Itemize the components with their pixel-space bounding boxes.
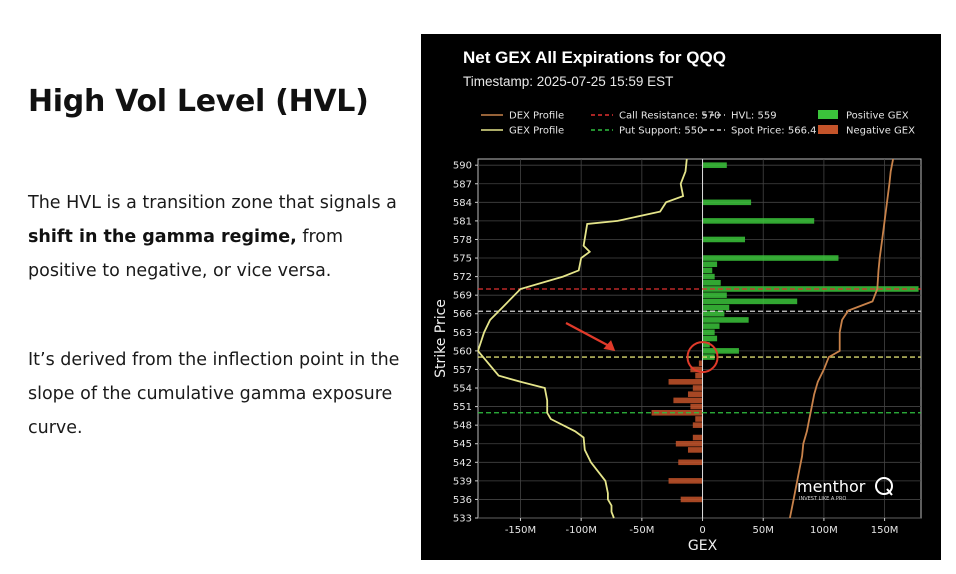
legend-label: Call Resistance: 570 — [619, 111, 720, 122]
y-tick-label: 560 — [453, 346, 472, 357]
y-tick-label: 545 — [453, 439, 472, 450]
annotation-arrowhead-icon — [603, 340, 616, 351]
chart-panel: Net GEX All Expirations for QQQ Timestam… — [421, 34, 941, 560]
y-tick-label: 551 — [453, 402, 472, 413]
annotation-arrow-icon — [565, 322, 612, 348]
legend-label: Put Support: 550 — [619, 126, 703, 137]
y-tick-label: 554 — [453, 384, 472, 395]
x-tick-label: 0 — [699, 525, 705, 536]
y-tick-label: 542 — [453, 458, 472, 469]
y-tick-label: 584 — [453, 198, 472, 209]
bar-negative — [692, 434, 703, 441]
bar-positive — [702, 317, 749, 323]
y-tick-label: 539 — [453, 476, 472, 487]
bar-negative — [692, 385, 703, 391]
bar-positive — [702, 354, 715, 360]
y-tick-label: 566 — [453, 309, 472, 320]
bar-positive — [702, 348, 739, 354]
x-tick-label: -150M — [505, 525, 536, 536]
legend-label: Positive GEX — [846, 111, 909, 122]
bar-negative — [680, 496, 703, 503]
y-tick-label: 575 — [453, 254, 472, 265]
bar-positive — [702, 335, 718, 342]
legend-label: Spot Price: 566.4 — [731, 126, 816, 137]
p1-text-c: from positive to negative, or vice versa… — [28, 227, 344, 281]
legend-label: Negative GEX — [846, 126, 915, 137]
bar-positive — [702, 329, 715, 336]
y-tick-label: 569 — [453, 291, 472, 302]
bar-positive — [702, 261, 718, 268]
hvl-highlight-circle — [686, 341, 719, 374]
legend-label: HVL: 559 — [731, 111, 777, 122]
x-tick-label: 50M — [753, 525, 774, 536]
bar-positive — [702, 267, 713, 274]
legend-swatch — [818, 125, 838, 134]
bar-negative — [687, 391, 703, 397]
y-tick-label: 572 — [453, 272, 472, 283]
bar-positive — [702, 199, 752, 206]
watermark-q-icon — [875, 477, 893, 495]
bar-positive — [702, 341, 710, 348]
bar-negative — [678, 459, 703, 466]
bar-negative — [673, 397, 703, 404]
bar-positive — [702, 304, 730, 311]
watermark-logo: menthor — [797, 477, 866, 496]
watermark-q-tail-icon — [886, 488, 893, 496]
p1-text-a: The HVL is a transition zone that signal… — [28, 193, 397, 213]
watermark-tagline: INVEST LIKE A PRO — [799, 496, 846, 502]
bar-positive — [702, 236, 746, 243]
paragraph-hvl-derivation: It’s derived from the inflection point i… — [28, 350, 400, 438]
bar-positive — [702, 162, 727, 168]
x-axis-label: GEX — [688, 538, 718, 554]
bar-negative — [651, 409, 703, 416]
x-tick-label: -50M — [629, 525, 654, 536]
y-tick-label: 563 — [453, 328, 472, 339]
bar-negative — [675, 440, 703, 447]
bar-negative — [695, 416, 703, 422]
x-tick-label: -100M — [566, 525, 597, 536]
bar-negative — [690, 366, 703, 373]
bar-negative — [690, 403, 703, 410]
bar-negative — [695, 372, 703, 379]
bar-positive — [702, 310, 725, 317]
chart-timestamp: Timestamp: 2025-07-25 15:59 EST — [463, 74, 674, 89]
dex-profile-line — [789, 158, 894, 519]
bar-negative — [668, 379, 703, 385]
y-tick-label: 533 — [453, 514, 472, 525]
bar-positive — [702, 218, 815, 224]
y-tick-label: 548 — [453, 421, 472, 432]
legend-label: DEX Profile — [509, 111, 564, 122]
legend-label: GEX Profile — [509, 126, 564, 137]
x-tick-label: 100M — [810, 525, 838, 536]
bar-negative — [698, 360, 703, 367]
slide-heading: High Vol Level (HVL) — [28, 84, 369, 119]
bar-positive — [702, 292, 727, 298]
y-axis-label: Strike Price — [433, 299, 449, 378]
y-tick-label: 590 — [453, 161, 472, 172]
bar-negative — [668, 478, 703, 484]
x-tick-label: 150M — [871, 525, 899, 536]
y-tick-label: 536 — [453, 495, 472, 506]
bar-positive — [702, 273, 715, 280]
y-tick-label: 557 — [453, 365, 472, 376]
y-tick-label: 587 — [453, 179, 472, 190]
y-tick-label: 581 — [453, 216, 472, 227]
chart-title: Net GEX All Expirations for QQQ — [463, 48, 726, 67]
gex-profile-line — [476, 158, 688, 519]
bar-positive — [702, 298, 798, 305]
p1-bold: shift in the gamma regime, — [28, 227, 297, 247]
bar-negative — [687, 447, 703, 453]
bar-negative — [692, 422, 703, 428]
bar-positive — [702, 255, 839, 261]
gex-chart: DEX Profile GEX Profile Call Resistance: 5… — [433, 110, 922, 554]
bar-positive — [702, 323, 720, 329]
y-tick-label: 578 — [453, 235, 472, 246]
paragraph-hvl-definition: The HVL is a transition zone that signal… — [28, 186, 413, 288]
legend-swatch — [818, 110, 838, 119]
bar-positive — [702, 280, 721, 286]
plot-area — [477, 158, 922, 519]
